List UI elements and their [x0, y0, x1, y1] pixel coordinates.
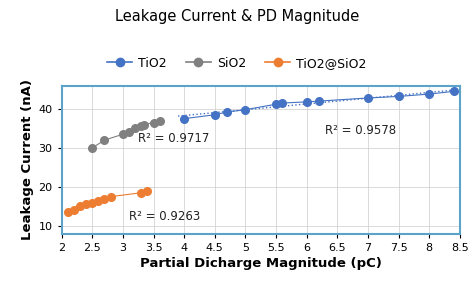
Legend: TiO2, SiO2, TiO2@SiO2: TiO2, SiO2, TiO2@SiO2	[102, 52, 372, 75]
X-axis label: Partial Dicharge Magnitude (pC): Partial Dicharge Magnitude (pC)	[140, 257, 382, 270]
Y-axis label: Leakage Current (nA): Leakage Current (nA)	[21, 79, 34, 240]
Text: Leakage Current & PD Magnitude: Leakage Current & PD Magnitude	[115, 9, 359, 24]
Text: R² = 0.9717: R² = 0.9717	[138, 132, 210, 145]
Text: R² = 0.9578: R² = 0.9578	[325, 124, 396, 137]
Text: R² = 0.9263: R² = 0.9263	[129, 210, 200, 223]
